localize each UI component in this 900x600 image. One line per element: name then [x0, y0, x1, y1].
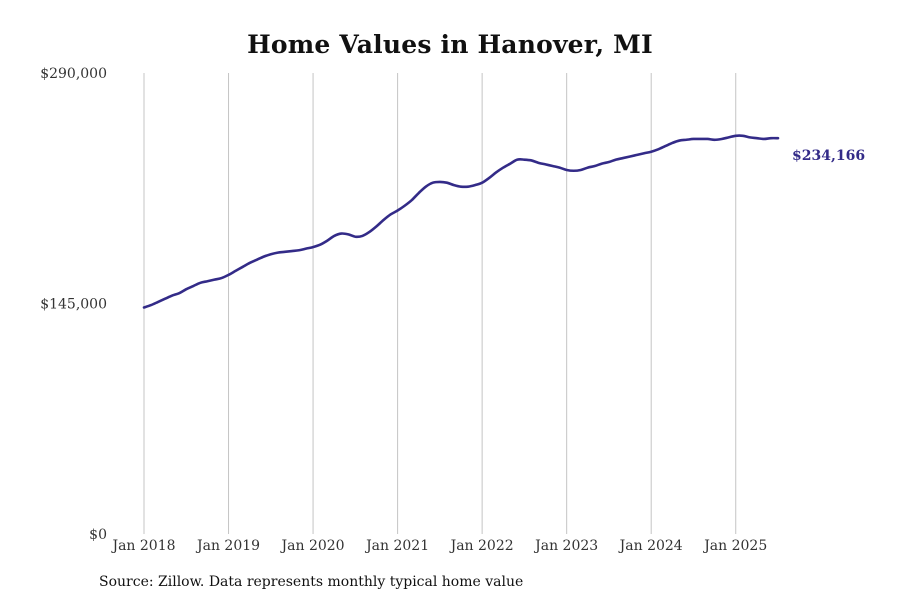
x-tick-label: Jan 2024 — [618, 538, 683, 554]
x-axis-ticks: Jan 2018 Jan 2019 Jan 2020 Jan 2021 Jan 2022… — [110, 538, 767, 554]
x-tick-label: Jan 2022 — [449, 538, 514, 554]
gridlines — [143, 73, 737, 534]
chart-title: Home Values in Hanover, MI — [247, 30, 653, 59]
x-tick-label: Jan 2018 — [110, 538, 175, 554]
end-value-label: $234,166 — [792, 148, 865, 164]
x-tick-label: Jan 2025 — [702, 538, 767, 554]
home-value-line — [142, 134, 780, 309]
y-tick-label: $145,000 — [40, 297, 107, 313]
y-tick-label: $0 — [89, 527, 107, 543]
x-tick-label: Jan 2023 — [533, 538, 598, 554]
x-tick-label: Jan 2019 — [195, 538, 260, 554]
source-note: Source: Zillow. Data represents monthly … — [99, 574, 524, 590]
y-tick-label: $290,000 — [40, 66, 107, 82]
x-tick-label: Jan 2020 — [280, 538, 345, 554]
x-tick-label: Jan 2021 — [364, 538, 429, 554]
y-axis-ticks: $0 $145,000 $290,000 — [40, 66, 107, 543]
